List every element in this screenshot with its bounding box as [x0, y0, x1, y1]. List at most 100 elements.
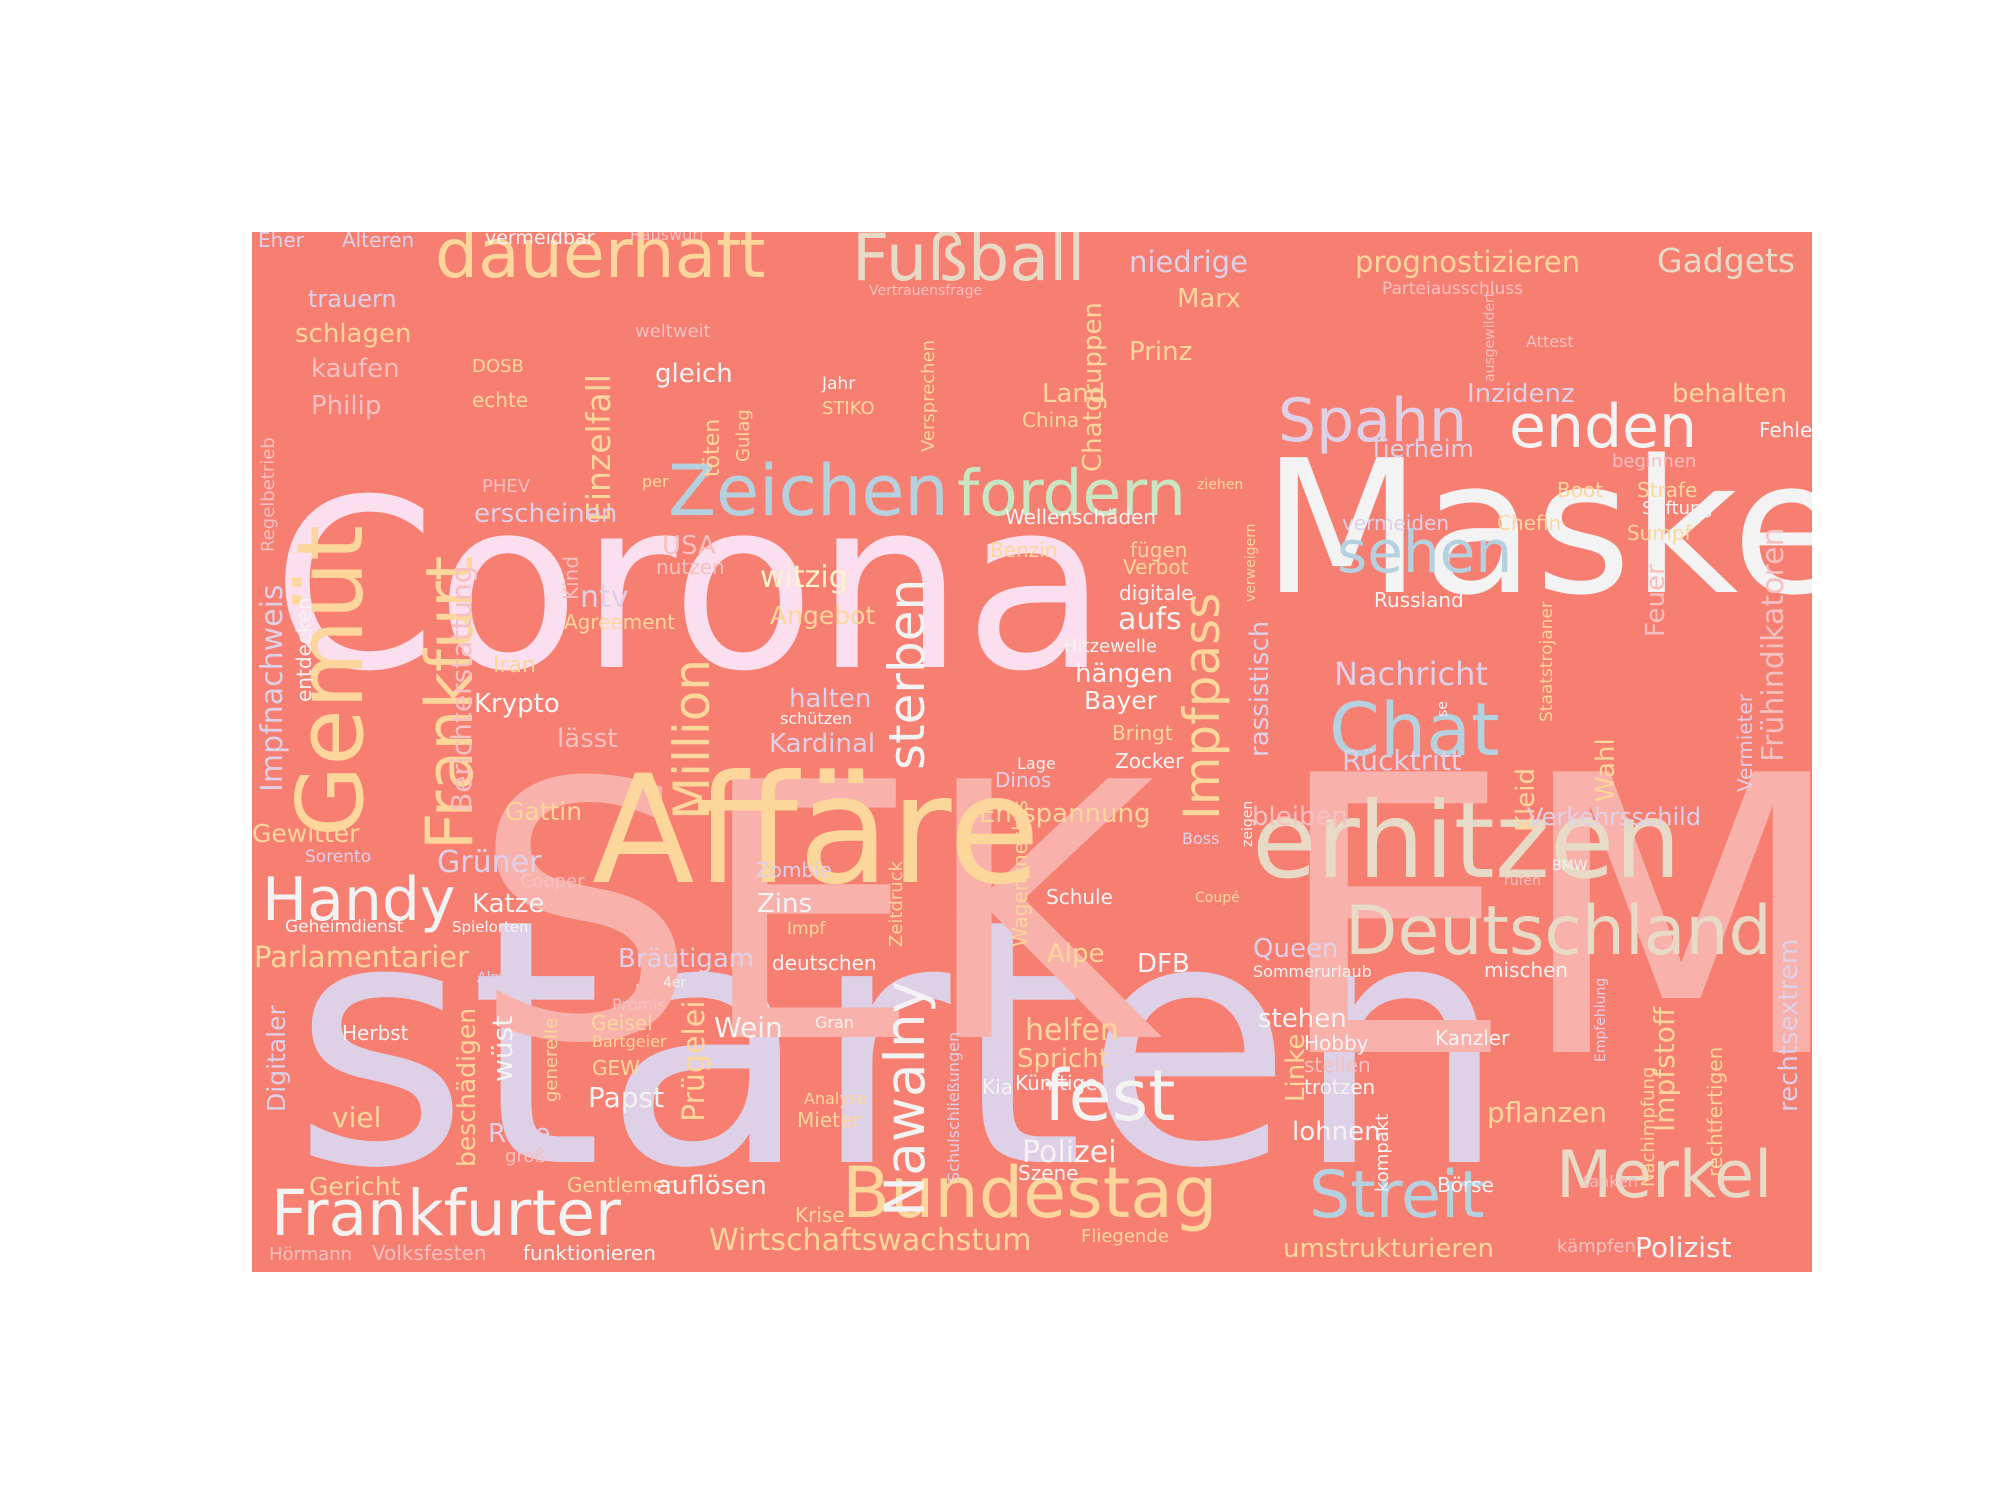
word-impfpass: Impfpass	[1173, 593, 1231, 820]
word-wagenknechts: Wagenknechts	[1008, 800, 1032, 947]
word-maske: Maske	[1262, 420, 1812, 636]
word-cooper: Cooper	[520, 871, 585, 892]
word-feuer: Feuer	[1641, 564, 1671, 637]
word-em: EM	[1272, 695, 1812, 1143]
word-spahn: Spahn	[1278, 386, 1467, 456]
word-krise: Krise	[795, 1203, 845, 1227]
word-chefin: Chefin	[1497, 511, 1561, 535]
word-schlagen: schlagen	[295, 319, 411, 349]
word-zombie: Zombie	[756, 858, 832, 882]
word-bayer: Bayer	[1084, 686, 1158, 715]
word-kuenftige: Künftige	[1015, 1071, 1098, 1095]
word-verweigern: verweigern	[1243, 524, 1259, 603]
word-helfen: helfen	[1025, 1013, 1119, 1048]
word-impfnachweis: Impfnachweis	[255, 584, 290, 792]
word-rechtsextrem: rechtsextrem	[1774, 939, 1804, 1112]
word-affaere: Affäre	[592, 744, 1041, 918]
word-hitzewelle: Hitzewelle	[1064, 636, 1157, 657]
word-digitale: digitale	[1119, 581, 1193, 605]
word-beginnen: beginnen	[1612, 451, 1696, 472]
word-merkel: Merkel	[1556, 1138, 1772, 1213]
word-kaufen: kaufen	[311, 354, 400, 384]
word-dosb: DOSB	[472, 356, 524, 377]
word-empfehlung: Empfehlung	[1593, 978, 1609, 1062]
word-lohnen: lohnen	[1292, 1117, 1381, 1147]
word-land: Land	[1042, 379, 1105, 409]
word-4er: 4er	[663, 975, 687, 991]
word-papst: Papst	[588, 1081, 664, 1114]
word-bleiben: bleiben	[1252, 802, 1348, 832]
word-philip: Philip	[311, 391, 381, 421]
word-lage: Lage	[1017, 754, 1056, 773]
word-regelbetrieb: Regelbetrieb	[258, 437, 279, 552]
word-mischen: mischen	[1484, 958, 1568, 982]
word-deutschland: Deutschland	[1345, 892, 1772, 971]
word-handy: Handy	[262, 865, 456, 935]
word-gruener: Grüner	[437, 845, 542, 880]
word-iran: Iran	[493, 653, 536, 678]
word-volksfesten: Volksfesten	[372, 1241, 487, 1265]
word-sehen: sehen	[1337, 518, 1512, 586]
word-dauerhaft: dauerhaft	[435, 232, 766, 294]
word-bundestag: Bundestag	[842, 1152, 1218, 1234]
word-rechtfertigen: rechtfertigen	[1703, 1047, 1727, 1177]
word-polizei: Polizei	[1022, 1135, 1117, 1170]
word-fordern: fordern	[957, 457, 1186, 530]
word-gross: groß	[505, 1146, 546, 1167]
word-alm: Alm	[477, 970, 504, 986]
word-schule: Schule	[1046, 885, 1113, 909]
word-bmw: BMW	[1552, 858, 1588, 874]
word-frankfurt: Frankfurt	[413, 556, 488, 850]
word-spricht: Spricht	[1017, 1044, 1109, 1074]
word-polizist: Polizist	[1635, 1231, 1732, 1264]
word-kind: Kind	[559, 556, 583, 600]
word-gentlemen: Gentlemen	[567, 1173, 678, 1197]
word-nachricht: Nachricht	[1334, 655, 1488, 693]
word-fehler: Fehler	[1759, 418, 1812, 442]
word-entdecken: entdecken	[292, 597, 316, 702]
word-chat: Chat	[1329, 688, 1500, 773]
word-kleid: Kleid	[1511, 768, 1541, 832]
word-halten: halten	[789, 684, 871, 714]
cloud-background	[252, 232, 1812, 1272]
word-weltweit: weltweit	[635, 321, 711, 342]
word-schulschliessungen: Schulschließungen	[944, 1032, 963, 1182]
word-sommerurlaub: Sommerurlaub	[1253, 962, 1372, 981]
word-russland: Russland	[1374, 588, 1464, 612]
word-chatgruppen: Chatgruppen	[1078, 302, 1108, 472]
word-angebot: Angebot	[770, 601, 875, 630]
word-schuetzen: schützen	[780, 709, 852, 728]
word-streit: Streit	[1309, 1158, 1485, 1233]
word-parlamentarier: Parlamentarier	[254, 940, 469, 974]
word-gewitter: Gewitter	[252, 819, 360, 848]
word-jahr: Jahr	[821, 374, 855, 394]
word-rose: Rose	[488, 1119, 550, 1149]
word-stehen: stehen	[1258, 1004, 1347, 1034]
word-trauern: trauern	[308, 285, 397, 313]
word-deutschen: deutschen	[772, 951, 877, 975]
word-marx: Marx	[1177, 284, 1241, 314]
word-tanken: tanken	[1583, 1172, 1638, 1191]
word-phev: PHEV	[482, 476, 531, 497]
word-kanzler: Kanzler	[1435, 1026, 1510, 1050]
word-kardinal: Kardinal	[769, 729, 875, 759]
word-strafe: Strafe	[1637, 478, 1697, 502]
word-wuest: wüst	[486, 1016, 519, 1082]
word-pflanzen: pflanzen	[1487, 1096, 1607, 1129]
word-spielorten: Spielorten	[452, 918, 529, 936]
word-corona: Corona	[272, 450, 1108, 723]
word-zeitdruck: Zeitdruck	[886, 860, 907, 947]
word-aufs: aufs	[1118, 602, 1182, 637]
word-geheimdienst: Geheimdienst	[285, 917, 404, 937]
word-trotzen: trotzen	[1304, 1075, 1375, 1099]
word-hobby: Hobby	[1304, 1031, 1369, 1055]
word-frankfurter: Frankfurter	[271, 1177, 621, 1250]
word-eher: Eher	[258, 232, 305, 252]
word-dfb: DFB	[1137, 949, 1190, 979]
word-gran: Gran	[815, 1013, 854, 1032]
word-ruecktritt: Rücktritt	[1342, 744, 1462, 777]
word-szene: Szene	[1018, 1161, 1078, 1185]
word-echte: echte	[472, 388, 528, 412]
word-benzin: Benzin	[990, 538, 1057, 562]
